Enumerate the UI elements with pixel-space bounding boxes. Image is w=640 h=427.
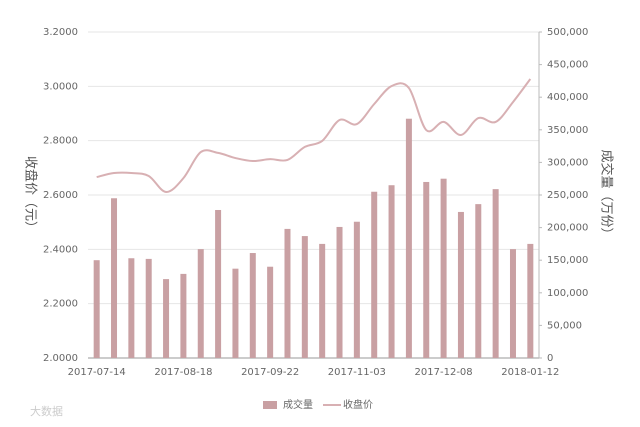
y2-tick-label: 500,000: [547, 27, 588, 38]
y2-tick-label: 250,000: [547, 190, 588, 201]
bar: [457, 211, 464, 358]
bar: [180, 273, 187, 358]
bar: [215, 209, 222, 358]
bar: [301, 236, 308, 358]
legend-label: 成交量: [283, 398, 313, 411]
y-tick-label: 2.4000: [43, 244, 78, 255]
x-tick-label: 2017-07-14: [68, 367, 126, 378]
y-tick-label: 2.6000: [43, 190, 78, 201]
y2-tick-label: 400,000: [547, 92, 588, 103]
bar: [319, 243, 326, 358]
x-tick-label: 2017-11-03: [328, 367, 386, 378]
y2-tick-label: 450,000: [547, 60, 588, 71]
bar: [423, 181, 430, 358]
bar: [336, 226, 343, 358]
y2-tick-label: 300,000: [547, 157, 588, 168]
bar: [527, 243, 534, 358]
bar: [284, 228, 291, 358]
bar: [93, 260, 100, 358]
y2-tick-label: 50,000: [547, 320, 582, 331]
bar: [111, 198, 118, 358]
y-tick-label: 2.8000: [43, 136, 78, 147]
bar: [388, 185, 395, 358]
x-tick-label: 2018-01-12: [501, 367, 559, 378]
bar: [249, 253, 256, 358]
bar: [267, 266, 274, 358]
bar: [128, 258, 135, 358]
y2-tick-label: 100,000: [547, 288, 588, 299]
bar: [197, 249, 204, 358]
y2-axis-label: 成交量（万份）: [599, 149, 615, 240]
y2-tick-label: 150,000: [547, 255, 588, 266]
watermark: 大数据: [30, 404, 63, 418]
bar: [405, 118, 412, 358]
x-tick-label: 2017-12-08: [415, 367, 473, 378]
bar: [232, 268, 239, 358]
y-tick-label: 3.0000: [43, 81, 78, 92]
y-tick-label: 3.2000: [43, 27, 78, 38]
y-axis-label: 收盘价（元）: [23, 156, 39, 234]
line: [96, 78, 532, 194]
bar: [475, 204, 482, 358]
legend-swatch: [263, 401, 277, 409]
bar: [509, 249, 516, 358]
y-tick-label: 2.0000: [43, 353, 78, 364]
y-tick-label: 2.2000: [43, 299, 78, 310]
bar: [440, 178, 447, 358]
x-tick-label: 2017-09-22: [241, 367, 299, 378]
bar: [353, 221, 360, 358]
y2-tick-label: 350,000: [547, 125, 588, 136]
legend-label: 收盘价: [343, 398, 373, 411]
bar: [371, 191, 378, 358]
y2-tick-label: 200,000: [547, 223, 588, 234]
bar: [163, 279, 170, 358]
y2-tick-label: 0: [547, 353, 553, 364]
bar: [492, 189, 499, 358]
bar: [145, 258, 152, 358]
x-tick-label: 2017-08-18: [154, 367, 212, 378]
